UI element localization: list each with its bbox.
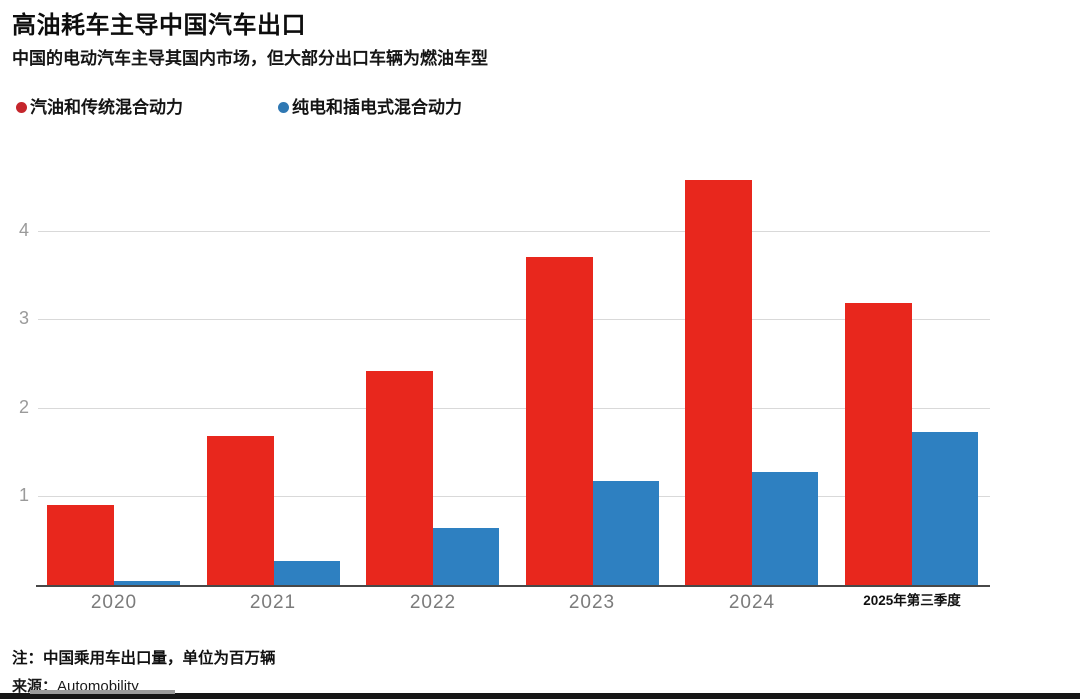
x-axis-label-2024: 2024 (728, 592, 776, 613)
video-progress-bar[interactable] (0, 690, 1080, 699)
page-title: 高油耗车主导中国汽车出口 (12, 12, 306, 39)
x-axis-label-2022: 2022 (409, 592, 457, 613)
gridline-2 (38, 408, 990, 409)
x-axis-label-2020: 2020 (90, 592, 138, 613)
y-axis-tick-3: 3 (18, 308, 30, 328)
bar-gasoline-2024 (685, 180, 752, 585)
x-axis-label-2025年第三季度: 2025年第三季度 (863, 593, 961, 608)
bar-ev-2022 (433, 528, 499, 585)
y-axis-tick-1: 1 (18, 485, 30, 505)
legend-blue-dot-icon (278, 102, 289, 113)
legend-label-ev-phev: 纯电和插电式混合动力 (292, 98, 462, 117)
bar-gasoline-2023 (526, 257, 593, 585)
bar-gasoline-2025年第三季度 (845, 303, 912, 585)
bar-gasoline-2021 (207, 436, 274, 585)
gridline-1 (38, 496, 990, 497)
bar-ev-2023 (593, 481, 659, 585)
x-axis-label-2023: 2023 (568, 592, 616, 613)
legend-item-gasoline-hybrid: 汽油和传统混合动力 (16, 93, 183, 118)
legend-red-dot-icon (16, 102, 27, 113)
page-subtitle: 中国的电动汽车主导其国内市场，但大部分出口车辆为燃油车型 (12, 49, 488, 68)
y-axis-tick-4: 4 (18, 220, 30, 240)
chart-note: 注：中国乘用车出口量，单位为百万辆 (12, 650, 276, 667)
gridline-4 (38, 231, 990, 232)
x-axis-line (36, 585, 990, 587)
legend-label-gasoline-hybrid: 汽油和传统混合动力 (30, 98, 183, 117)
x-axis-label-2021: 2021 (249, 592, 297, 613)
video-progress-played (30, 690, 175, 694)
chart-legend: 汽油和传统混合动力 纯电和插电式混合动力 (0, 93, 1080, 117)
bar-ev-2024 (752, 472, 818, 585)
bar-ev-2021 (274, 561, 340, 585)
y-axis-tick-2: 2 (18, 397, 30, 417)
bar-gasoline-2022 (366, 371, 433, 585)
bar-ev-2020 (114, 581, 180, 585)
gridline-3 (38, 319, 990, 320)
bar-ev-2025年第三季度 (912, 432, 978, 585)
bar-gasoline-2020 (47, 505, 114, 585)
legend-item-ev-phev: 纯电和插电式混合动力 (278, 93, 462, 118)
